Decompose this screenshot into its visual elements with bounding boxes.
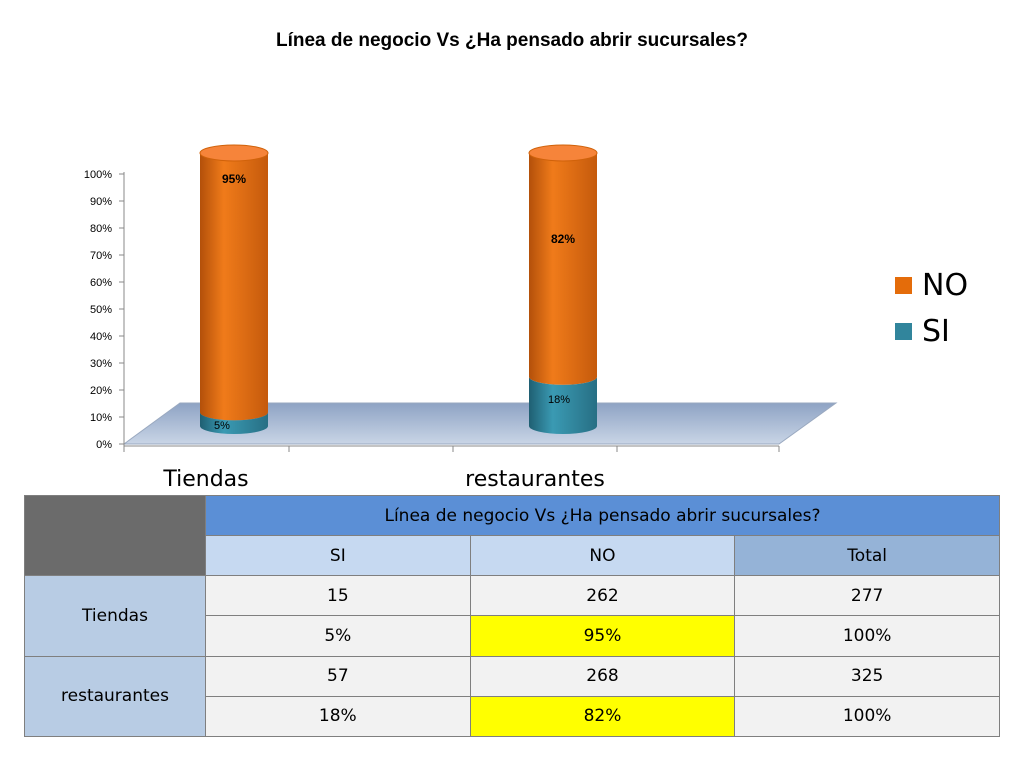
category-label: restaurantes (465, 467, 605, 492)
y-tick-label: 20% (90, 385, 112, 397)
table-row: 5% 95% 100% (25, 615, 1000, 657)
data-label-si: 18% (548, 394, 570, 406)
column-header-si: SI (205, 535, 471, 577)
data-label-no: 95% (222, 172, 246, 186)
cylinder-bar: 95% 5% (199, 144, 269, 434)
data-table: Línea de negocio Vs ¿Ha pensado abrir su… (24, 494, 1000, 738)
legend-swatch (895, 276, 912, 294)
table-row: Tiendas 15 262 277 (24, 575, 1000, 657)
data-label-no: 82% (551, 232, 575, 246)
y-tick-label: 90% (90, 196, 112, 208)
bar-segment-si (529, 376, 597, 434)
cylinder-bar: 82% 18% (528, 144, 598, 434)
y-tick-label: 100% (84, 169, 112, 181)
row-label-restaurantes: restaurantes (24, 655, 206, 738)
table-cell-highlight: 95% (469, 615, 736, 657)
table-corner-cell (24, 494, 206, 577)
table-row: restaurantes 57 268 325 (24, 655, 1000, 738)
bar-segment-no (529, 153, 597, 385)
y-tick-label: 0% (96, 439, 112, 451)
table-cell: 262 (469, 575, 736, 617)
table-cell: 325 (734, 655, 1000, 697)
bar-top-cap (199, 144, 269, 162)
table-cell: 15 (205, 575, 471, 617)
data-label-si: 5% (214, 420, 230, 432)
stacked-cylinder-chart: 0% 10% 20% 30% 40% 50% 60% 70% 80% 90% 100% 95% 5% 8… (84, 144, 838, 492)
bar-segment-si (200, 412, 268, 434)
y-tick-label: 30% (90, 358, 112, 370)
chart-title: Línea de negocio Vs ¿Ha pensado abrir su… (276, 30, 748, 51)
table-cell: 277 (734, 575, 1000, 617)
table-cell: 18% (205, 695, 471, 738)
y-tick-label: 80% (90, 223, 112, 235)
table-cell-highlight: 82% (469, 695, 736, 738)
table-cell: 268 (469, 655, 736, 697)
y-tick-label: 50% (90, 304, 112, 316)
bar-top-cap (528, 144, 598, 162)
legend-label: SI (922, 313, 950, 349)
column-header-total: Total (734, 535, 1000, 577)
chart-floor (122, 402, 838, 445)
table-cell: 5% (205, 615, 471, 657)
y-tick-label: 60% (90, 277, 112, 289)
category-label: Tiendas (162, 467, 248, 492)
legend-label: NO (922, 267, 969, 303)
bar-segment-no (200, 153, 268, 421)
table-cell: 100% (734, 695, 1000, 738)
chart-legend: NO SI (895, 262, 968, 354)
y-tick-label: 40% (90, 331, 112, 343)
table-row: 18% 82% 100% (25, 695, 1000, 738)
table-cell: 57 (205, 655, 471, 697)
column-header-no: NO (469, 535, 736, 577)
table-cell: 100% (734, 615, 1000, 657)
row-label-tiendas: Tiendas (24, 575, 206, 657)
table-header-row: Línea de negocio Vs ¿Ha pensado abrir su… (24, 494, 1000, 577)
y-tick-label: 10% (90, 412, 112, 424)
y-tick-label: 70% (90, 250, 112, 262)
table-header-title: Línea de negocio Vs ¿Ha pensado abrir su… (205, 494, 1000, 537)
legend-swatch (895, 322, 912, 340)
legend-item: NO (895, 262, 968, 308)
legend-item: SI (895, 308, 968, 354)
